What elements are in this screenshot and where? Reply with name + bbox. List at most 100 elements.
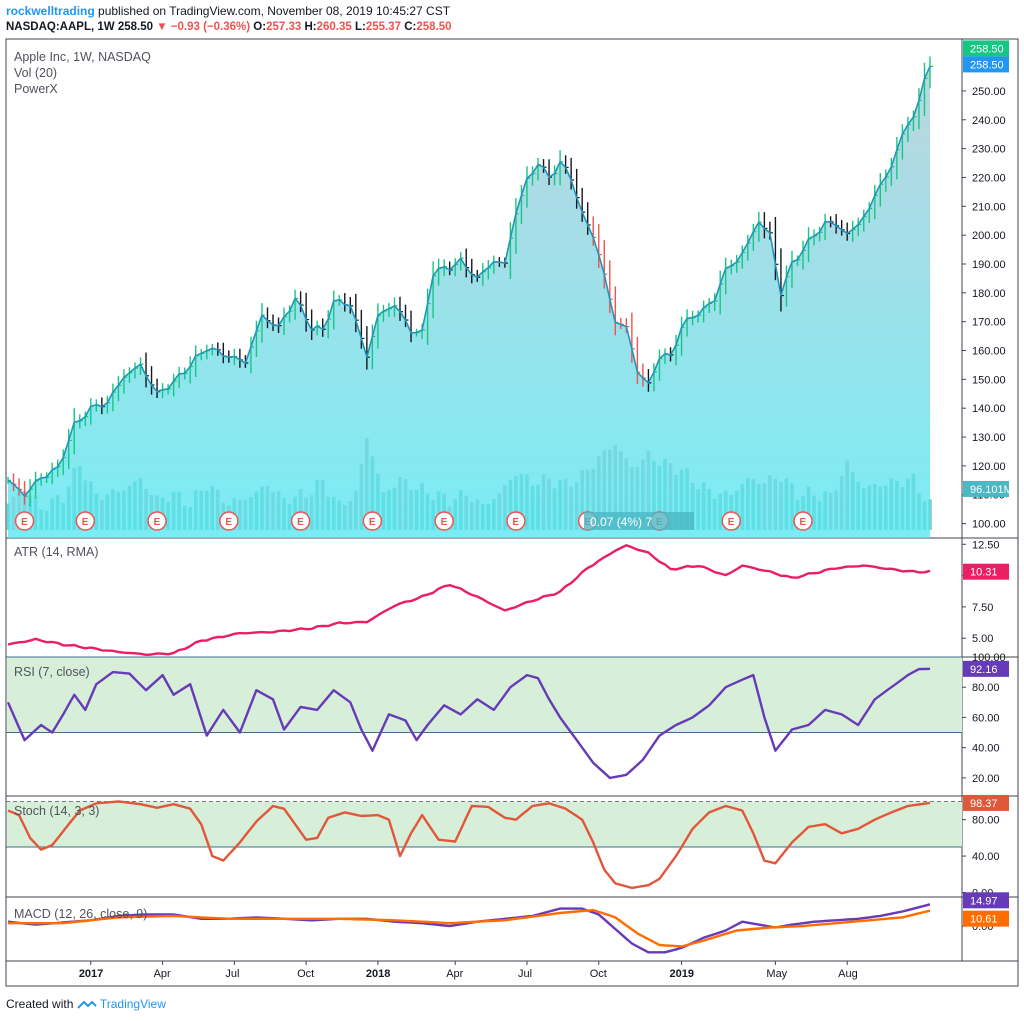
price-pane[interactable]: 100.00110.00120.00130.00140.00150.00160.…: [6, 40, 1013, 539]
axis-tick-label: 80.00: [972, 815, 1000, 827]
macd-last-badge-bg: [963, 892, 1009, 909]
axis-tick-label: 5.00: [972, 633, 993, 645]
earnings-marker-label: E: [800, 517, 807, 528]
stoch-legend: Stoch (14, 3, 3): [14, 804, 99, 818]
earnings-marker-icon[interactable]: [290, 511, 311, 531]
rsi-last-badge: 92.16: [970, 664, 998, 676]
axis-tick-label: 12.50: [972, 539, 1000, 551]
axis-tick-label: 80.00: [972, 682, 1000, 694]
time-tick-label: Apr: [154, 968, 171, 980]
tradingview-brand[interactable]: TradingView: [99, 997, 166, 1011]
atr-legend: ATR (14, RMA): [14, 545, 99, 559]
change-value: −0.93 (−0.36%): [170, 21, 251, 33]
earnings-marker-icon[interactable]: [362, 511, 383, 531]
axis-tick-label: 130.00: [972, 432, 1006, 444]
time-tick-label: Oct: [297, 968, 314, 980]
ohlc-close-label: C:: [404, 21, 417, 33]
last-price-badge-2-bg: [963, 56, 1009, 73]
earnings-marker-label: E: [154, 517, 161, 528]
atr-last-badge-bg: [963, 563, 1009, 580]
earnings-marker-icon[interactable]: [75, 511, 96, 531]
rsi-pane[interactable]: RSI (7, close)20.0040.0060.0080.00100.00…: [6, 652, 1009, 785]
change-arrow-icon: ▼: [156, 21, 168, 33]
axis-tick-label: 160.00: [972, 346, 1006, 358]
earnings-marker-label: E: [82, 517, 89, 528]
atr-last-badge: 10.31: [970, 567, 998, 579]
signal-last-badge: 10.61: [970, 914, 998, 926]
axis-tick-label: 40.00: [972, 851, 1000, 863]
stoch-zone: [7, 801, 962, 847]
ohlc-high-label: H:: [304, 21, 317, 33]
earnings-marker-icon[interactable]: [506, 511, 526, 531]
axis-tick-label: 150.00: [972, 374, 1006, 386]
earnings-marker-icon[interactable]: [14, 511, 35, 531]
symbol-header: NASDAQ:AAPL, 1W 258.50 ▼ −0.93 (−0.36%) …: [6, 20, 452, 34]
rsi-line: [6, 667, 931, 780]
axis-tick-label: 120.00: [972, 461, 1006, 473]
macd-signal-line: [8, 908, 931, 948]
price-legend: Apple Inc, 1W, NASDAQ Vol (20) PowerX: [14, 50, 151, 96]
time-tick-label: Jul: [518, 968, 532, 980]
axis-tick-label: 7.50: [972, 602, 993, 614]
earnings-marker-label: E: [441, 517, 448, 528]
last-price-badge: 258.50: [970, 43, 1004, 55]
volume-badge-bg: [963, 480, 1009, 497]
ohlc-open: 257.33: [266, 21, 302, 33]
time-tick-label: Aug: [838, 968, 858, 980]
last-price: 258.50: [117, 21, 154, 33]
axis-tick-label: 230.00: [972, 144, 1006, 156]
axis-tick-label: 190.00: [972, 259, 1006, 271]
price-close-line: [7, 66, 931, 497]
time-tick-label: 2017: [79, 968, 103, 980]
time-tick-label: Apr: [446, 968, 463, 980]
footer: Created with TradingView: [6, 997, 166, 1011]
symbol-label: NASDAQ:AAPL, 1W: [6, 21, 115, 33]
earnings-marker-label: E: [297, 517, 304, 528]
time-tick-label: 2018: [366, 968, 390, 980]
earnings-marker-icon[interactable]: [721, 511, 741, 531]
ohlc-low-label: L:: [355, 21, 366, 33]
last-price-badge-2: 258.50: [970, 59, 1004, 71]
earnings-marker-label: E: [225, 517, 232, 528]
legend-item: PowerX: [14, 82, 58, 96]
time-tick-label: Jul: [225, 968, 239, 980]
rsi-last-badge-bg: [963, 660, 1009, 677]
earnings-marker-label: E: [728, 517, 735, 528]
price-area: [8, 66, 930, 539]
legend-item: Apple Inc, 1W, NASDAQ: [14, 50, 151, 64]
earnings-marker-label: E: [512, 517, 519, 528]
volume-badge: 96.101M: [970, 484, 1013, 496]
earnings-marker-icon[interactable]: [793, 511, 813, 531]
axis-tick-label: 250.00: [972, 86, 1006, 98]
ohlc-close: 258.50: [416, 21, 452, 33]
axis-tick-label: 40.00: [972, 743, 1000, 755]
time-tick-label: 2019: [670, 968, 694, 980]
earnings-marker-label: E: [369, 517, 376, 528]
earnings-marker-icon[interactable]: [434, 511, 454, 531]
publish-info: published on TradingView.com, November 0…: [98, 4, 451, 18]
earnings-marker-icon[interactable]: [147, 511, 167, 531]
axis-tick-label: 20.00: [972, 773, 1000, 785]
last-price-badge-bg: [963, 40, 1009, 57]
publish-header: rockwelltrading published on TradingView…: [6, 4, 450, 18]
axis-tick-label: 240.00: [972, 115, 1006, 127]
ohlc-low: 255.37: [365, 21, 402, 33]
macd-last-badge: 14.97: [970, 895, 998, 907]
ohlc-high: 260.35: [316, 21, 352, 33]
time-tick-label: Oct: [590, 968, 607, 980]
earnings-marker-icon[interactable]: [219, 511, 239, 531]
axis-tick-label: 210.00: [972, 201, 1006, 213]
legend-item: Vol (20): [14, 66, 57, 80]
rsi-legend: RSI (7, close): [14, 665, 90, 679]
ohlc-open-label: O:: [253, 21, 267, 33]
axis-tick-label: 220.00: [972, 172, 1006, 184]
signal-last-badge-bg: [963, 910, 1009, 927]
rsi-zone: [7, 657, 962, 733]
earnings-marker-label: E: [21, 517, 28, 528]
time-axis: 2017 Apr Jul Oct 2018 Apr Jul Oct 2019 May Aug: [79, 961, 858, 980]
author-link[interactable]: rockwelltrading: [6, 4, 95, 18]
